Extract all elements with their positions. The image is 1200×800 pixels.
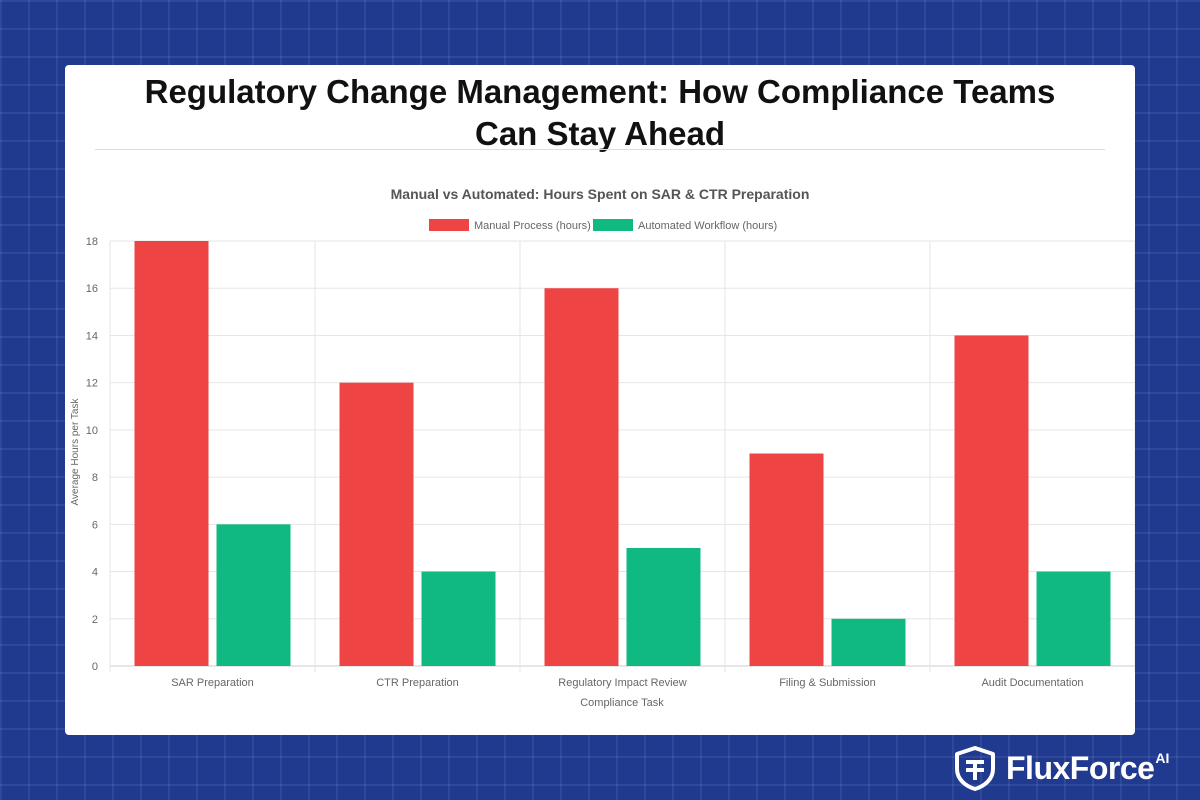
bar-manual[interactable] xyxy=(954,335,1029,666)
brand-logo: FluxForce AI xyxy=(952,743,1169,793)
bar-manual[interactable] xyxy=(339,382,414,666)
brand-name: FluxForce xyxy=(1006,749,1155,786)
axes: 0 2 4 6 8 10 12 14 16 18 SAR Preparation CTR Prepar… xyxy=(86,236,1084,689)
y-tick-label: 16 xyxy=(86,283,98,295)
chart-legend: Manual Process (hours) Automated Workflo… xyxy=(429,219,777,232)
bar-automated[interactable] xyxy=(421,571,496,666)
page-title-line-1: Regulatory Change Management: How Compli… xyxy=(144,73,1056,110)
bar-automated[interactable] xyxy=(216,524,291,666)
y-tick-label: 12 xyxy=(86,378,98,390)
y-tick-label: 4 xyxy=(92,567,98,579)
shield-logo-icon xyxy=(955,746,995,791)
bars xyxy=(134,241,1111,667)
x-tick-label: CTR Preparation xyxy=(376,677,459,689)
title-divider xyxy=(95,149,1105,150)
legend-swatch-automated[interactable] xyxy=(593,219,633,231)
x-tick-label: Regulatory Impact Review xyxy=(558,677,686,689)
y-tick-label: 0 xyxy=(92,661,98,673)
x-tick-label: SAR Preparation xyxy=(171,677,254,689)
legend-label-automated[interactable]: Automated Workflow (hours) xyxy=(638,220,777,232)
brand-suffix: AI xyxy=(1155,750,1170,766)
legend-label-manual[interactable]: Manual Process (hours) xyxy=(474,220,591,232)
bar-chart: 0 2 4 6 8 10 12 14 16 18 SAR Preparation CTR Prepar… xyxy=(70,186,1135,709)
x-axis-title: Compliance Task xyxy=(580,697,664,709)
bar-automated[interactable] xyxy=(626,547,701,666)
legend-swatch-manual[interactable] xyxy=(429,219,469,231)
y-tick-label: 2 xyxy=(92,614,98,626)
bar-manual[interactable] xyxy=(134,241,209,666)
y-tick-label: 14 xyxy=(86,330,98,342)
bar-automated[interactable] xyxy=(831,618,906,666)
y-tick-label: 6 xyxy=(92,519,98,531)
chart-card: Regulatory Change Management: How Compli… xyxy=(65,65,1135,735)
x-tick-label: Audit Documentation xyxy=(981,677,1083,689)
y-tick-label: 10 xyxy=(86,425,98,437)
page-title-line-2: Can Stay Ahead xyxy=(474,115,725,152)
bar-automated[interactable] xyxy=(1036,571,1111,666)
bar-manual[interactable] xyxy=(749,453,824,667)
x-tick-label: Filing & Submission xyxy=(779,677,876,689)
bar-manual[interactable] xyxy=(544,288,619,666)
y-tick-label: 18 xyxy=(86,236,98,248)
chart-title: Manual vs Automated: Hours Spent on SAR … xyxy=(391,186,810,202)
y-tick-label: 8 xyxy=(92,472,98,484)
y-axis-title: Average Hours per Task xyxy=(70,398,81,506)
page-title: Regulatory Change Management: How Compli… xyxy=(65,71,1135,155)
